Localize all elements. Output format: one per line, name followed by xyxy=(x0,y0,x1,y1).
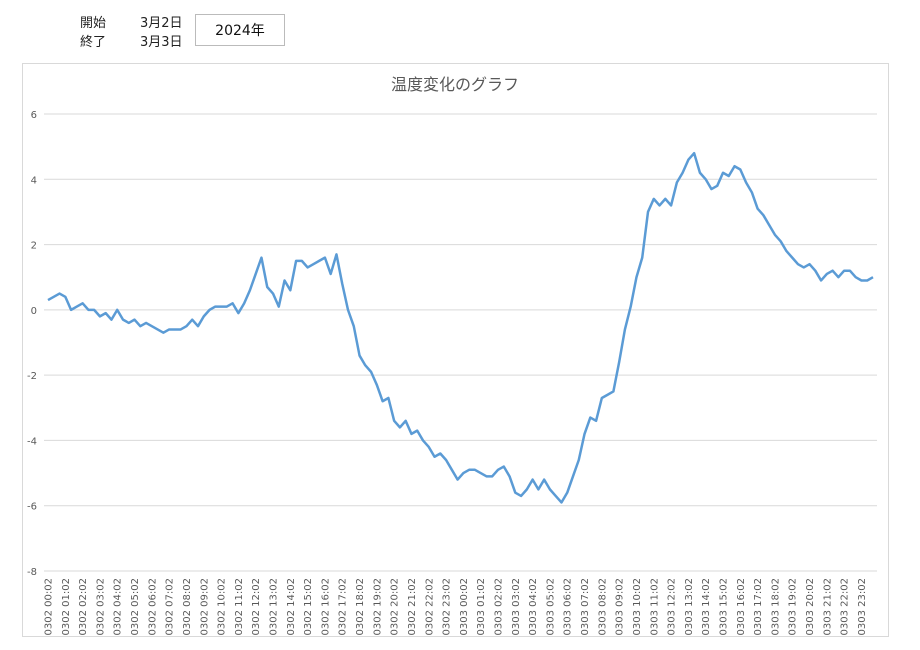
chart-title: 温度変化のグラフ xyxy=(391,75,519,94)
x-tick-label: 0302 17:02 xyxy=(338,578,349,635)
x-tick-label: 0303 04:02 xyxy=(528,578,539,635)
end-date: 3月3日 xyxy=(140,35,183,50)
x-tick-label: 0302 20:02 xyxy=(390,578,401,635)
x-tick-label: 0302 04:02 xyxy=(113,578,124,635)
x-tick-label: 0303 12:02 xyxy=(667,578,678,635)
start-label: 開始 xyxy=(80,16,107,31)
x-tick-label: 0302 16:02 xyxy=(320,578,331,635)
x-tick-label: 0303 20:02 xyxy=(805,578,816,635)
x-tick-label: 0303 05:02 xyxy=(545,578,556,635)
y-tick-label: 6 xyxy=(31,110,37,121)
x-tick-label: 0302 11:02 xyxy=(234,578,245,635)
x-tick-label: 0302 22:02 xyxy=(424,578,435,635)
x-tick-label: 0303 03:02 xyxy=(511,578,522,635)
x-tick-label: 0303 18:02 xyxy=(770,578,781,635)
x-tick-label: 0302 07:02 xyxy=(165,578,176,635)
x-tick-label: 0302 00:02 xyxy=(44,578,55,635)
x-tick-label: 0302 13:02 xyxy=(269,578,280,635)
x-tick-label: 0303 02:02 xyxy=(494,578,505,635)
x-tick-label: 0303 06:02 xyxy=(563,578,574,635)
x-tick-label: 0303 23:02 xyxy=(857,578,868,635)
x-tick-label: 0303 21:02 xyxy=(822,578,833,635)
x-tick-label: 0302 14:02 xyxy=(286,578,297,635)
x-tick-label: 0303 16:02 xyxy=(736,578,747,635)
x-tick-label: 0303 00:02 xyxy=(459,578,470,635)
x-tick-label: 0302 12:02 xyxy=(251,578,262,635)
x-tick-label: 0302 19:02 xyxy=(372,578,383,635)
x-tick-label: 0303 17:02 xyxy=(753,578,764,635)
x-tick-label: 0302 10:02 xyxy=(217,578,228,635)
data-line xyxy=(47,151,874,504)
start-date: 3月2日 xyxy=(140,16,183,31)
x-tick-label: 0303 08:02 xyxy=(597,578,608,635)
x-tick-label: 0302 02:02 xyxy=(78,578,89,635)
x-tick-label: 0303 01:02 xyxy=(476,578,487,635)
chart-frame xyxy=(22,63,889,637)
x-tick-label: 0303 13:02 xyxy=(684,578,695,635)
x-tick-label: 0302 06:02 xyxy=(147,578,158,635)
x-tick-label: 0302 01:02 xyxy=(61,578,72,635)
x-tick-label: 0303 22:02 xyxy=(840,578,851,635)
x-tick-label: 0303 19:02 xyxy=(788,578,799,635)
year-field[interactable]: 2024年 xyxy=(195,14,285,46)
end-label: 終了 xyxy=(80,35,107,50)
x-tick-label: 0303 15:02 xyxy=(719,578,730,635)
x-tick-label: 0302 05:02 xyxy=(130,578,141,635)
y-tick-label: -8 xyxy=(27,567,37,578)
x-tick-label: 0303 14:02 xyxy=(701,578,712,635)
y-tick-label: 2 xyxy=(31,241,37,252)
x-tick-label: 0302 09:02 xyxy=(199,578,210,635)
y-tick-label: -4 xyxy=(27,436,37,447)
x-tick-label: 0303 07:02 xyxy=(580,578,591,635)
header: 開始 3月2日 終了 3月3日 2024年 xyxy=(0,0,920,60)
y-tick-label: 4 xyxy=(31,175,37,186)
x-tick-label: 0303 11:02 xyxy=(649,578,660,635)
x-tick-label: 0303 10:02 xyxy=(632,578,643,635)
y-tick-label: -2 xyxy=(27,371,37,382)
y-tick-label: 0 xyxy=(31,306,37,317)
x-tick-label: 0302 21:02 xyxy=(407,578,418,635)
y-tick-label: -6 xyxy=(27,502,37,513)
x-tick-label: 0302 18:02 xyxy=(355,578,366,635)
x-tick-label: 0302 08:02 xyxy=(182,578,193,635)
x-tick-label: 0302 15:02 xyxy=(303,578,314,635)
x-tick-label: 0302 23:02 xyxy=(442,578,453,635)
x-tick-label: 0302 03:02 xyxy=(95,578,106,635)
x-tick-label: 0303 09:02 xyxy=(615,578,626,635)
